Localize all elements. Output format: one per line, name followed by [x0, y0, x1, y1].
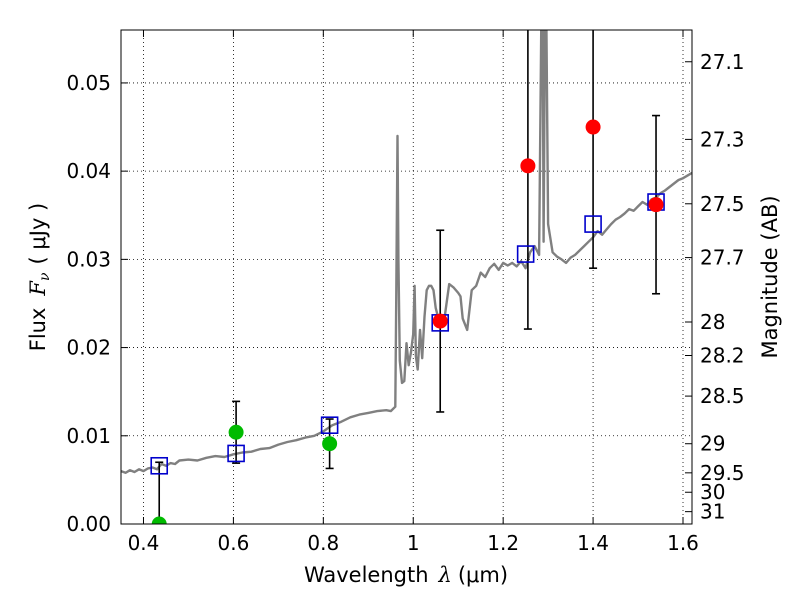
optical-point — [322, 436, 338, 452]
x-tick-label: 1.6 — [667, 531, 699, 555]
y-tick-label: 0.03 — [66, 247, 111, 271]
optical-point — [151, 516, 167, 524]
plot-frame — [120, 29, 693, 525]
synthetic-point — [227, 444, 245, 463]
x-tick-label: 1 — [407, 531, 420, 555]
x-tick-label: 1.4 — [577, 531, 609, 555]
x-tick-label: 0.6 — [217, 531, 249, 555]
magnitude-tick-label: 27.1 — [700, 50, 745, 74]
magnitude-tick-label: 27.5 — [700, 192, 745, 216]
y-tick-label: 0.01 — [66, 424, 111, 448]
magnitude-tick-label: 28.5 — [700, 384, 745, 408]
nir-point — [432, 313, 448, 329]
magnitude-tick-label: 28.2 — [700, 344, 745, 368]
magnitude-tick-label: 27.3 — [700, 127, 745, 151]
error-bars — [155, 30, 661, 524]
magnitude-tick-label: 27.7 — [700, 246, 745, 270]
x-axis-ticks: 0.4 0.6 0.8 1 1.2 1.4 1.6 — [128, 30, 699, 555]
optical-point — [228, 424, 244, 440]
plot-area — [121, 30, 692, 524]
nir-point — [585, 119, 601, 135]
y2-axis-label: Magnitude (AB) — [758, 195, 782, 358]
synthetic-point — [584, 215, 602, 233]
magnitude-tick-label: 31 — [700, 500, 725, 524]
synthetic-point — [516, 245, 535, 263]
y-axis-label: FluxFν( μJy ) — [26, 203, 53, 351]
y-tick-label: 0.05 — [66, 71, 111, 95]
y-tick-label: 0.00 — [66, 512, 111, 536]
y-tick-label: 0.04 — [66, 159, 111, 183]
magnitude-tick-label: 29 — [700, 432, 725, 456]
synthetic-point — [150, 456, 169, 475]
synthetic-photometry-points — [150, 193, 665, 475]
synthetic-point — [320, 416, 339, 435]
x-tick-label: 0.4 — [128, 531, 160, 555]
x-tick-label: 0.8 — [307, 531, 339, 555]
nir-point — [520, 158, 536, 174]
magnitude-tick-label: 28 — [700, 310, 725, 334]
y-axis-ticks: 0.00 0.01 0.02 0.03 0.04 0.05 — [66, 71, 128, 536]
observed-photometry-points — [151, 119, 664, 524]
x-tick-label: 1.2 — [487, 531, 519, 555]
y-tick-label: 0.02 — [66, 336, 111, 360]
x-axis-label: Wavelength λ (μm) — [304, 563, 508, 587]
magnitude-tick-label: 29.5 — [700, 461, 745, 485]
nir-point — [648, 197, 664, 213]
magnitude-tick-label: 30 — [700, 480, 725, 504]
